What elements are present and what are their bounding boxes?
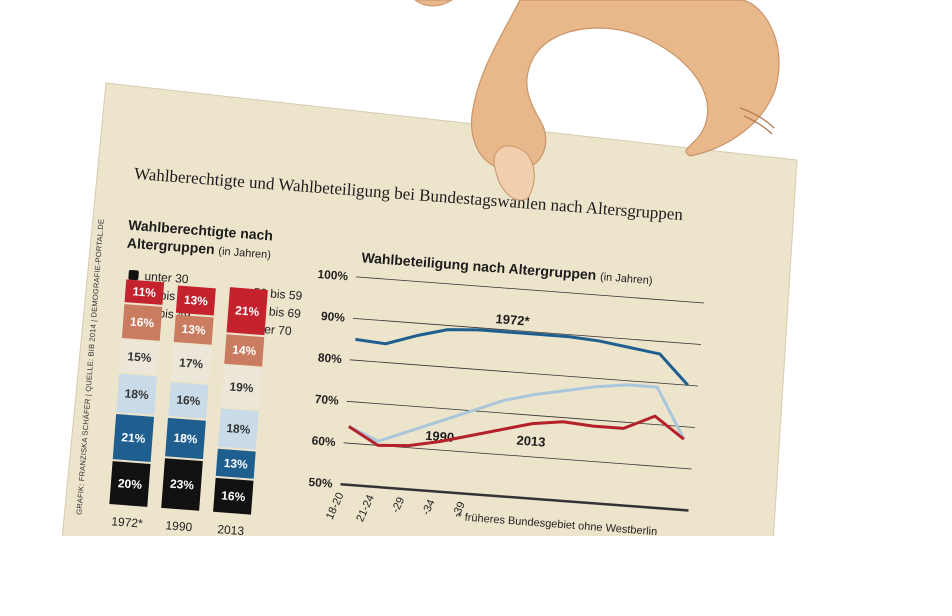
bar-segment [112, 414, 155, 462]
bar-value-label: 18% [226, 421, 251, 437]
bar-segment [124, 279, 165, 305]
gridline [349, 359, 698, 387]
bar-segment [221, 365, 262, 410]
bar-segment [121, 304, 163, 341]
bar-segment [109, 461, 151, 507]
bar-value-label: 21% [235, 303, 260, 319]
gridline [340, 483, 689, 512]
bar-value-label: 11% [132, 284, 157, 300]
bar-segment [168, 382, 209, 419]
stacked-bar-chart: 20% 21% 18% 15% 16% 11% 1972* 23% 18% 16% 17% 13% 13… [109, 279, 268, 538]
bar-value-label: 16% [130, 315, 155, 331]
gridline [343, 442, 692, 470]
x-tick-label: -34 [420, 498, 437, 517]
bar-value-label: 18% [173, 431, 198, 447]
x-tick-label: -39 [450, 500, 467, 519]
bar-segment [161, 458, 203, 511]
bar-value-label: 15% [127, 349, 152, 365]
bar-category-label: 1972* [111, 514, 144, 530]
gridline [352, 317, 702, 345]
y-tick-label: 100% [317, 267, 349, 283]
bar-value-label: 13% [223, 456, 248, 472]
series-line [348, 383, 686, 443]
bar-value-label: 16% [221, 488, 246, 504]
bar-value-label: 20% [117, 476, 142, 492]
y-tick-label: 50% [308, 475, 333, 491]
bar-segment [119, 339, 160, 375]
bar-value-label: 16% [176, 393, 201, 409]
y-tick-label: 90% [321, 309, 346, 325]
y-tick-label: 60% [311, 433, 336, 449]
bar-segment [226, 287, 268, 336]
line-chart: 100%90%80%70%60%50%18-20 21-24 -29 -34 -3919… [308, 267, 705, 524]
bar-segment [170, 343, 212, 383]
bar-category-label: 2013 [217, 522, 245, 538]
bar-segment [165, 417, 206, 460]
bar-value-label: 13% [181, 322, 206, 338]
fingernail [493, 145, 535, 201]
bar-value-label: 18% [124, 386, 149, 402]
series-label: 1972* [495, 311, 531, 329]
y-tick-label: 80% [317, 350, 342, 366]
card-content: Wahlberechtigte und Wahlbeteiligung bei … [63, 95, 796, 616]
x-tick-label: -29 [390, 495, 407, 514]
bar-segment [224, 334, 265, 367]
bar-segment [116, 373, 158, 415]
bar-value-label: 23% [170, 477, 195, 493]
bar-segment [173, 314, 214, 345]
y-tick-label: 70% [314, 392, 339, 408]
hand-shape [470, 0, 780, 172]
knuckle-lines [739, 107, 775, 135]
bar-value-label: 17% [179, 355, 204, 371]
bar-value-label: 14% [232, 343, 257, 359]
bar-category-label: 1990 [165, 518, 193, 534]
series-line [348, 414, 685, 448]
infographic-photo: Wahlberechtigte und Wahlbeteiligung bei … [61, 0, 798, 538]
bar-segment [213, 477, 254, 515]
finger-tip [414, 0, 453, 7]
series-line [355, 328, 690, 387]
bar-value-label: 13% [183, 293, 208, 309]
bar-value-label: 21% [121, 430, 146, 446]
gridline [356, 276, 705, 304]
series-label: 2013 [516, 432, 546, 449]
hand-illustration [414, 0, 780, 201]
bar-segment [215, 448, 256, 479]
bar-segment [175, 285, 216, 316]
bar-segment [217, 408, 259, 450]
bar-value-label: 19% [229, 380, 254, 396]
